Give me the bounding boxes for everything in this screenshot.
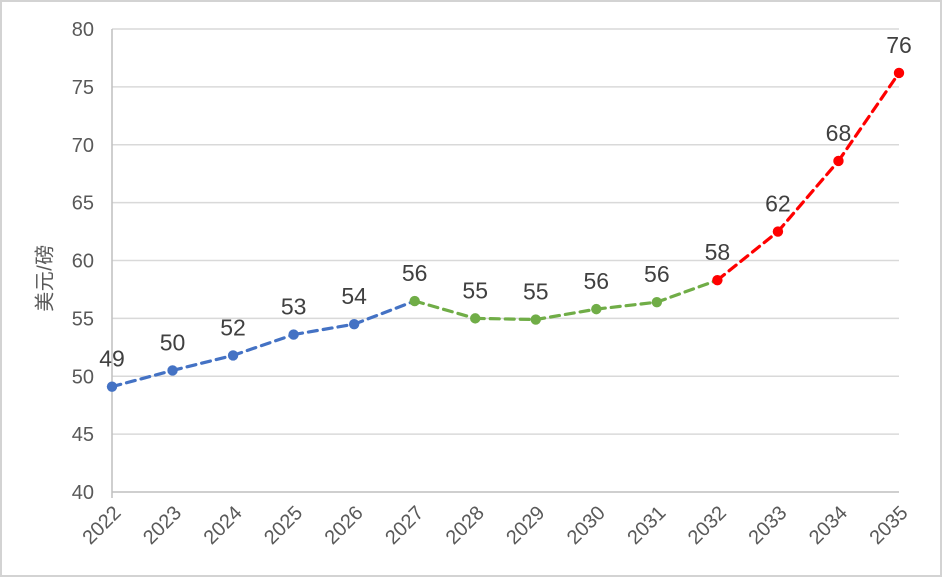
- data-label-2024: 52: [220, 314, 246, 340]
- x-tick-label: 2034: [805, 502, 852, 549]
- data-point-2033: [772, 226, 784, 237]
- x-tick-label: 2032: [684, 502, 731, 549]
- data-label-2026: 54: [341, 283, 367, 309]
- x-tick-label: 2027: [381, 502, 428, 549]
- data-label-2033: 62: [765, 191, 791, 217]
- data-label-2028: 55: [462, 277, 488, 303]
- y-tick-label: 45: [72, 424, 94, 446]
- x-tick-label: 2023: [139, 502, 186, 549]
- data-point-2024: [227, 350, 239, 361]
- data-point-2035: [893, 67, 905, 79]
- x-tick-label: 2026: [321, 502, 368, 549]
- data-point-2034: [833, 155, 844, 167]
- y-tick-label: 80: [72, 19, 94, 41]
- data-point-2027: [409, 295, 420, 307]
- data-point-2028: [470, 313, 481, 324]
- data-point-2025: [288, 329, 299, 340]
- y-tick-label: 60: [72, 251, 94, 273]
- data-label-2034: 68: [826, 120, 852, 146]
- x-tick-label: 2029: [502, 502, 549, 549]
- series-segment-blue: [292, 322, 356, 337]
- data-label-2025: 53: [281, 294, 307, 320]
- x-tick-label: 2025: [260, 502, 307, 549]
- y-tick-label: 55: [72, 308, 94, 330]
- data-label-2022: 49: [99, 346, 125, 372]
- y-axis-title: 美元/磅: [34, 244, 57, 312]
- series-segment-green: [413, 299, 477, 320]
- data-label-2032: 58: [705, 239, 731, 265]
- series-segment-red: [776, 159, 841, 234]
- data-point-2032: [712, 274, 723, 286]
- y-tick-label: 75: [72, 77, 94, 99]
- data-point-2030: [591, 303, 602, 315]
- y-tick-label: 70: [72, 135, 94, 157]
- y-tick-label: 65: [72, 193, 94, 215]
- x-tick-label: 2031: [623, 502, 670, 549]
- data-label-2030: 56: [584, 268, 610, 294]
- y-tick-label: 40: [72, 482, 94, 504]
- series-segment-blue: [110, 368, 175, 389]
- y-tick-label: 50: [72, 366, 94, 388]
- x-tick-label: 2030: [563, 502, 610, 549]
- series-segment-blue: [231, 332, 296, 358]
- series-segment-red: [836, 71, 901, 163]
- series-segment-green: [655, 278, 719, 304]
- series-segment-blue: [170, 353, 235, 373]
- data-label-2031: 56: [644, 261, 670, 287]
- data-point-2029: [530, 314, 541, 325]
- data-point-2023: [167, 365, 178, 376]
- data-label-2035: 76: [886, 32, 912, 58]
- data-label-2023: 50: [160, 329, 186, 355]
- data-point-2022: [106, 381, 118, 392]
- data-point-2026: [348, 318, 360, 330]
- series-segment-red: [715, 229, 780, 282]
- x-tick-label: 2035: [866, 502, 913, 549]
- data-point-2031: [651, 296, 663, 308]
- series-segment-blue: [352, 299, 417, 326]
- data-label-2027: 56: [402, 260, 428, 286]
- x-tick-label: 2024: [200, 502, 247, 549]
- series-segment-green: [594, 300, 659, 311]
- x-tick-label: 2022: [79, 502, 126, 549]
- data-label-2029: 55: [523, 279, 549, 305]
- x-tick-label: 2028: [442, 502, 489, 549]
- x-tick-label: 2033: [744, 502, 791, 549]
- series-segment-green: [534, 307, 598, 322]
- series-segment-green: [473, 316, 538, 322]
